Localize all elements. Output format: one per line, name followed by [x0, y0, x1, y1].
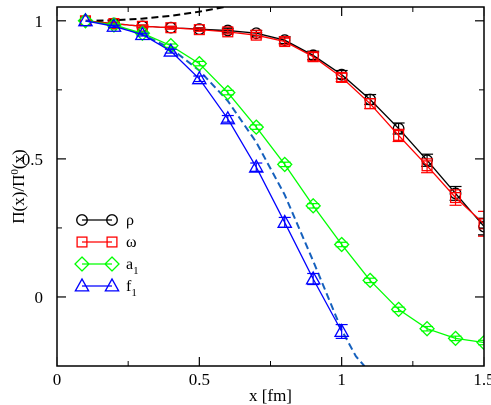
data-point	[106, 17, 122, 32]
x-axis-label: x [fm]	[249, 386, 292, 405]
x-tick-label: 1	[337, 370, 346, 389]
data-point	[222, 26, 234, 38]
legend-item: a1	[74, 256, 139, 277]
data-point	[305, 270, 321, 285]
legend-label-name: ω	[126, 234, 137, 251]
data-point	[76, 214, 88, 226]
data-point	[77, 12, 94, 29]
data-point	[106, 214, 118, 226]
data-point	[163, 42, 179, 57]
data-point	[134, 25, 151, 42]
curves-layer	[85, 7, 366, 366]
data-point	[220, 110, 236, 125]
data-point	[193, 24, 205, 36]
x-tick-label: 0.5	[189, 370, 210, 389]
data-point	[279, 35, 291, 48]
legend-label-sub: 1	[133, 265, 139, 277]
data-point	[74, 277, 90, 292]
legend-label-sub: 1	[131, 287, 137, 299]
data-point	[106, 236, 118, 248]
data-point	[248, 158, 265, 173]
data-point	[447, 330, 464, 347]
data-point	[276, 156, 293, 173]
data-point	[336, 71, 348, 83]
legend-item: ρ	[76, 212, 134, 229]
y-tick-label: 0.5	[22, 150, 43, 169]
ticks-layer: 0 0.5 1 1.5 0 0.5 1	[22, 7, 491, 389]
legend-item: ω	[76, 234, 137, 251]
series-line	[85, 20, 343, 332]
series-0	[79, 14, 484, 236]
x-tick-label: 1.5	[473, 370, 491, 389]
data-point	[74, 256, 90, 272]
legend-label: ρ	[126, 212, 134, 229]
y-axis-label-sup: 0	[9, 169, 21, 175]
data-point	[219, 84, 236, 101]
legend-item: f1	[74, 277, 137, 299]
dashed-curve	[85, 7, 230, 22]
data-point	[362, 272, 379, 289]
y-axis-label-tail: (x)	[9, 149, 28, 169]
series-2	[77, 12, 484, 351]
data-point	[419, 320, 435, 337]
data-point	[364, 98, 376, 110]
data-point	[104, 277, 120, 292]
data-point	[390, 301, 407, 318]
y-axis-label: Π(x)/Π0(x)	[9, 149, 28, 223]
data-point	[191, 70, 208, 85]
y-tick-label: 1	[35, 12, 44, 31]
legend-label: ω	[126, 234, 137, 251]
data-point	[393, 129, 405, 141]
data-point	[250, 29, 262, 41]
data-point	[333, 236, 350, 253]
legend-label-name: a	[126, 256, 133, 273]
series-line	[85, 20, 484, 344]
dashed-curve	[85, 19, 366, 366]
data-point	[276, 214, 293, 228]
series-3	[77, 12, 350, 339]
data-point	[421, 160, 433, 172]
series-1	[79, 15, 484, 237]
legend-label-name: f	[126, 278, 132, 295]
data-point	[476, 334, 484, 351]
data-point	[134, 26, 151, 41]
data-point	[449, 191, 462, 204]
data-point	[478, 218, 484, 230]
legend-label: a1	[126, 256, 139, 277]
y-tick-label: 0	[35, 288, 44, 307]
data-point	[136, 20, 148, 32]
data-point	[248, 119, 265, 136]
data-point	[77, 12, 94, 27]
y-axis-label-main: Π(x)/Π	[9, 175, 28, 224]
data-point	[104, 256, 120, 272]
data-point	[305, 197, 322, 214]
data-point	[307, 51, 319, 63]
x-tick-label: 0	[53, 370, 62, 389]
legend-label: f1	[126, 278, 137, 299]
data-point	[106, 17, 122, 33]
data-point	[76, 236, 88, 248]
plot-frame	[56, 6, 485, 367]
data-point	[165, 22, 177, 34]
legend-label-name: ρ	[126, 212, 134, 229]
series-layer	[77, 12, 484, 351]
data-point	[333, 323, 350, 338]
